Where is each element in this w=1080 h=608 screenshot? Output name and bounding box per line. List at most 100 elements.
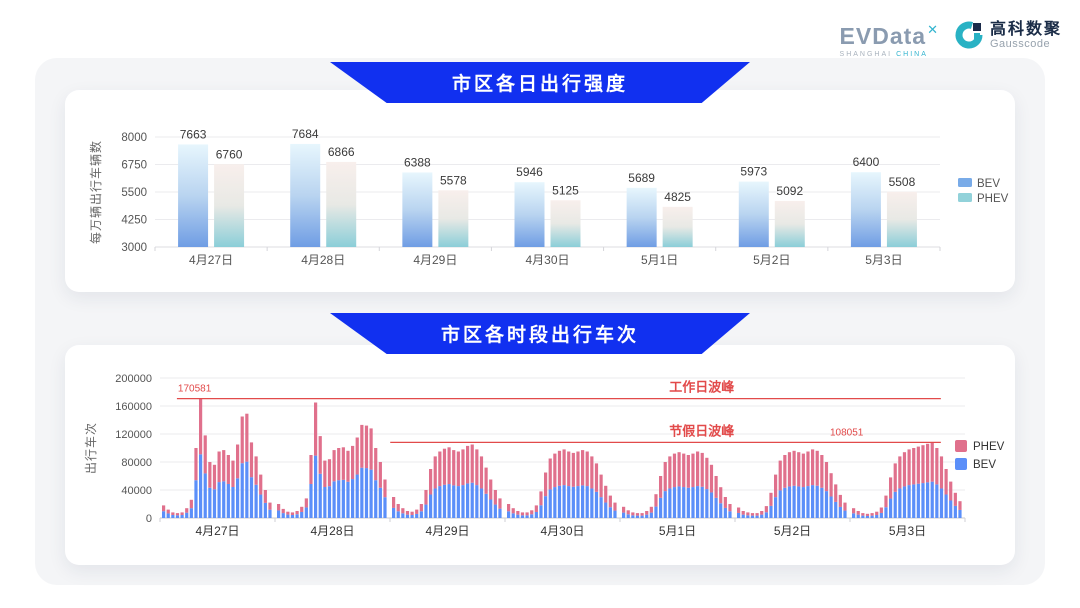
- bev-bar: [295, 514, 299, 518]
- phev-bar: [438, 190, 469, 247]
- phev-bar: [640, 513, 644, 516]
- phev-bar: [663, 462, 667, 492]
- bev-bar: [405, 514, 410, 518]
- bev-bar: [304, 507, 308, 518]
- phev-bar: [792, 450, 796, 486]
- phev-value-label: 5092: [776, 184, 803, 198]
- bev-bar: [953, 505, 957, 518]
- bev-bar: [470, 482, 474, 518]
- y-tick-label: 5500: [121, 187, 147, 199]
- phev-bar: [203, 435, 207, 474]
- bev-value-label: 7684: [292, 127, 319, 141]
- phev-bar: [949, 481, 953, 501]
- bev-bar: [778, 490, 782, 518]
- phev-bar: [360, 424, 364, 468]
- phev-bar: [327, 459, 332, 487]
- phev-bar: [461, 449, 465, 486]
- bev-bar: [916, 483, 920, 518]
- x-category-label: 4月30日: [525, 253, 569, 267]
- bev-bar: [171, 514, 175, 518]
- x-category-label: 4月29日: [413, 253, 457, 267]
- phev-bar: [649, 506, 653, 513]
- phev-bar: [548, 458, 552, 490]
- bev-bar: [824, 491, 829, 518]
- evdata-wordmark: EVData✕: [840, 22, 938, 49]
- phev-bar: [295, 511, 299, 515]
- section2-title-banner: 市区各时段出行车次: [330, 313, 750, 354]
- phev-bar: [677, 452, 681, 487]
- bev-bar: [590, 488, 594, 518]
- bev-bar: [741, 514, 745, 518]
- bev-bar: [930, 481, 934, 518]
- bev-bar: [801, 487, 805, 518]
- phev-bar: [470, 444, 474, 483]
- bev-bar: [668, 488, 672, 518]
- legend-item-bev[interactable]: BEV: [958, 178, 1000, 190]
- legend-item-phev[interactable]: PHEV: [958, 193, 1009, 205]
- bev-bar: [875, 514, 879, 518]
- legend-item-phev[interactable]: PHEV: [955, 440, 1005, 453]
- phev-bar: [290, 512, 295, 515]
- bev-bar: [944, 494, 948, 518]
- phev-bar: [557, 450, 562, 486]
- phev-bar: [396, 504, 400, 512]
- bev-bar: [787, 486, 792, 518]
- y-tick-label: 3000: [121, 242, 147, 254]
- daily-intensity-chart: 3000 4250 5500 6750 8000 7663 6760 4月27日 7684 686…: [88, 127, 1009, 267]
- phev-bar: [838, 494, 842, 507]
- bev-bar: [493, 504, 497, 518]
- peak-value-label: 108051: [830, 427, 864, 438]
- phev-bar: [898, 456, 902, 489]
- bev-bar: [178, 144, 209, 247]
- phev-bar: [626, 510, 630, 515]
- phev-bar: [378, 462, 382, 488]
- phev-bar: [217, 451, 221, 483]
- phev-bar: [953, 492, 957, 506]
- x-category-label: 5月2日: [753, 253, 790, 267]
- bev-bar: [737, 512, 741, 518]
- legend-label: BEV: [973, 459, 996, 471]
- phev-bar: [171, 512, 175, 515]
- phev-bar: [332, 450, 336, 482]
- phev-bar: [489, 479, 493, 500]
- phev-bar: [912, 448, 916, 485]
- daily-intensity-card: 3000 4250 5500 6750 8000 7663 6760 4月27日 7684 686…: [65, 90, 1015, 292]
- phev-bar: [746, 512, 750, 516]
- bev-bar: [635, 515, 640, 518]
- phev-bar: [323, 460, 327, 487]
- phev-bar: [410, 511, 414, 515]
- bev-bar: [856, 514, 860, 518]
- bev-bar: [337, 480, 341, 518]
- bev-bar: [640, 515, 644, 518]
- bev-bar: [277, 510, 281, 518]
- phev-bar: [442, 448, 447, 485]
- bev-bar: [410, 514, 414, 518]
- phev-bar: [783, 455, 787, 488]
- hourly-trips-card: 0 40000 80000 120000 160000 200000 4月27日 4月28日 4…: [65, 345, 1015, 565]
- legend-label: PHEV: [977, 193, 1009, 205]
- phev-bar: [834, 484, 838, 502]
- phev-bar: [222, 450, 226, 482]
- bev-bar: [709, 492, 714, 518]
- evdata-tagline-right: CHINA: [896, 51, 928, 58]
- legend-item-bev[interactable]: BEV: [955, 458, 996, 471]
- phev-bar: [764, 506, 768, 513]
- bev-bar: [663, 491, 667, 518]
- bev-bar: [185, 512, 189, 518]
- x-category-label: 5月3日: [865, 253, 902, 267]
- x-category-label: 4月27日: [189, 253, 233, 267]
- bev-bar: [226, 483, 230, 518]
- phev-bar: [700, 452, 704, 487]
- phev-bar: [286, 511, 290, 515]
- bev-bar: [396, 511, 400, 518]
- bev-bar: [162, 511, 166, 518]
- bev-bar: [902, 486, 907, 518]
- phev-bar: [907, 449, 911, 486]
- bev-bar: [677, 486, 681, 518]
- phev-bar: [231, 460, 235, 487]
- phev-bar: [520, 512, 525, 516]
- bev-bar: [475, 485, 479, 518]
- bev-bar: [893, 491, 897, 518]
- phev-bar: [581, 450, 585, 486]
